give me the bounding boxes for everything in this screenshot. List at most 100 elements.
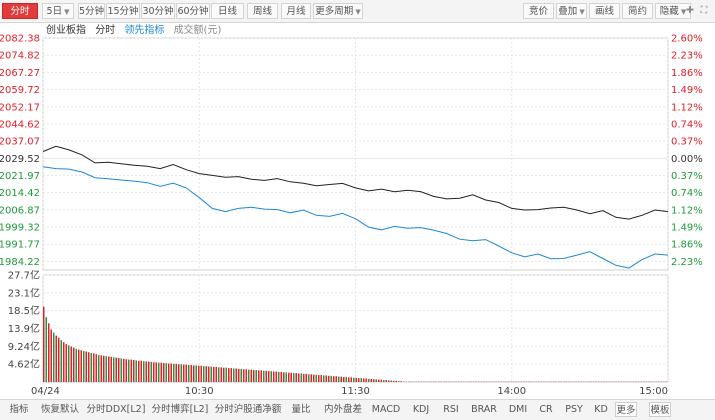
volume-bar <box>231 368 233 382</box>
volume-bar <box>373 379 375 382</box>
indicator-tab-7[interactable]: MACD <box>370 402 402 417</box>
indicator-tab-5[interactable]: 量比 <box>288 402 314 417</box>
indicator-tab-3[interactable]: 分时博弈[L2] <box>150 402 210 417</box>
pct-tick-label: 1.49% <box>671 85 703 96</box>
time-tick-label: 04/24 <box>31 386 60 397</box>
volume-bar <box>163 363 165 382</box>
price-tick-label: 2059.72 <box>0 85 40 96</box>
indicator-tab-0[interactable]: 指标 <box>6 402 32 417</box>
volume-bar <box>196 365 198 382</box>
volume-bar <box>376 379 378 382</box>
volume-bar <box>256 370 258 382</box>
time-tick-label: 14:00 <box>497 386 526 397</box>
pct-tick-label: 2.23% <box>671 51 703 62</box>
volume-bar <box>181 364 183 382</box>
volume-bar <box>388 380 390 382</box>
volume-bar <box>201 366 203 382</box>
volume-bar <box>246 369 248 382</box>
volume-bar <box>271 371 273 382</box>
volume-bar <box>48 323 50 382</box>
volume-bar <box>343 377 345 382</box>
indicator-tab-15[interactable]: 更多 <box>615 402 637 417</box>
volume-bar <box>341 377 343 382</box>
price-tick-label: 2037.07 <box>0 137 40 148</box>
volume-tick-label: 4.62亿 <box>8 358 40 371</box>
time-tick-label: 11:30 <box>341 386 370 397</box>
indicator-tab-12[interactable]: CR <box>536 402 556 417</box>
pct-tick-label: 0.00% <box>671 154 703 165</box>
volume-bar <box>128 360 130 382</box>
volume-bar <box>356 378 358 382</box>
volume-bar <box>166 363 168 382</box>
volume-bar <box>66 344 68 382</box>
volume-bar <box>358 378 360 382</box>
price-tick-label: 1999.32 <box>0 223 40 234</box>
volume-bar <box>106 356 108 382</box>
volume-tick-label: 13.9亿 <box>8 322 40 335</box>
indicator-tab-4[interactable]: 分时沪股通净额 <box>213 402 283 417</box>
volume-bar <box>198 366 200 382</box>
volume-bar <box>113 357 115 382</box>
indicator-tab-1[interactable]: 恢复默认 <box>38 402 82 417</box>
volume-bar <box>81 350 83 382</box>
volume-bar <box>401 381 403 382</box>
volume-bar <box>268 371 270 382</box>
indicator-tab-bar: 指标恢复默认分时DDX[L2] 分时博弈[L2]分时沪股通净额量比内外盘差 MACD… <box>0 399 715 420</box>
volume-bar <box>43 307 45 382</box>
volume-bar <box>331 376 333 382</box>
volume-bar <box>148 362 150 382</box>
volume-bar <box>383 380 385 382</box>
indicator-tab-11[interactable]: DMI <box>506 402 530 417</box>
indicator-tab-10[interactable]: BRAR <box>468 402 500 417</box>
price-tick-label: 2052.17 <box>0 102 40 113</box>
volume-bar <box>261 370 263 382</box>
volume-bar <box>326 375 328 382</box>
volume-bar <box>253 370 255 382</box>
volume-bar <box>131 360 133 382</box>
volume-bar <box>318 375 320 382</box>
indicator-tab-9[interactable]: RSI <box>440 402 462 417</box>
volume-bar <box>228 368 230 382</box>
volume-bar <box>348 377 350 382</box>
pct-tick-label: 0.37% <box>671 137 703 148</box>
volume-bar <box>78 350 80 382</box>
volume-bar <box>286 372 288 382</box>
indicator-tab-14[interactable]: KD <box>592 402 610 417</box>
price-tick-label: 2074.82 <box>0 51 40 62</box>
volume-bar <box>263 371 265 382</box>
pct-tick-label: 1.49% <box>671 223 703 234</box>
volume-bar <box>338 377 340 382</box>
pct-tick-label: 1.12% <box>671 102 703 113</box>
volume-bar <box>83 351 85 382</box>
volume-bar <box>276 372 278 382</box>
series-line-1 <box>43 167 668 268</box>
volume-bar <box>281 372 283 382</box>
pct-tick-label: 0.74% <box>671 188 703 199</box>
volume-bar <box>316 375 318 382</box>
indicator-tab-13[interactable]: PSY <box>562 402 586 417</box>
pct-tick-label: 1.12% <box>671 205 703 216</box>
volume-bar <box>361 378 363 382</box>
volume-bar <box>381 380 383 382</box>
volume-bar <box>393 381 395 382</box>
volume-bar <box>91 353 93 382</box>
volume-bar <box>121 358 123 382</box>
indicator-tab-6[interactable]: 内外盘差 <box>320 402 366 417</box>
volume-bar <box>368 379 370 382</box>
volume-bar <box>153 362 155 382</box>
volume-bar <box>243 369 245 382</box>
volume-bar <box>313 375 315 382</box>
volume-bar <box>301 374 303 383</box>
volume-bar <box>123 359 125 382</box>
volume-bar <box>386 380 388 382</box>
volume-bar <box>221 367 223 382</box>
indicator-tab-16[interactable]: 模板 <box>649 402 671 417</box>
volume-bar <box>136 360 138 382</box>
volume-bar <box>101 355 103 382</box>
volume-bar <box>88 352 90 382</box>
indicator-tab-2[interactable]: 分时DDX[L2] <box>86 402 146 417</box>
pct-tick-label: 2.60% <box>671 34 703 45</box>
volume-bar <box>293 373 295 382</box>
indicator-tab-8[interactable]: KDJ <box>409 402 433 417</box>
